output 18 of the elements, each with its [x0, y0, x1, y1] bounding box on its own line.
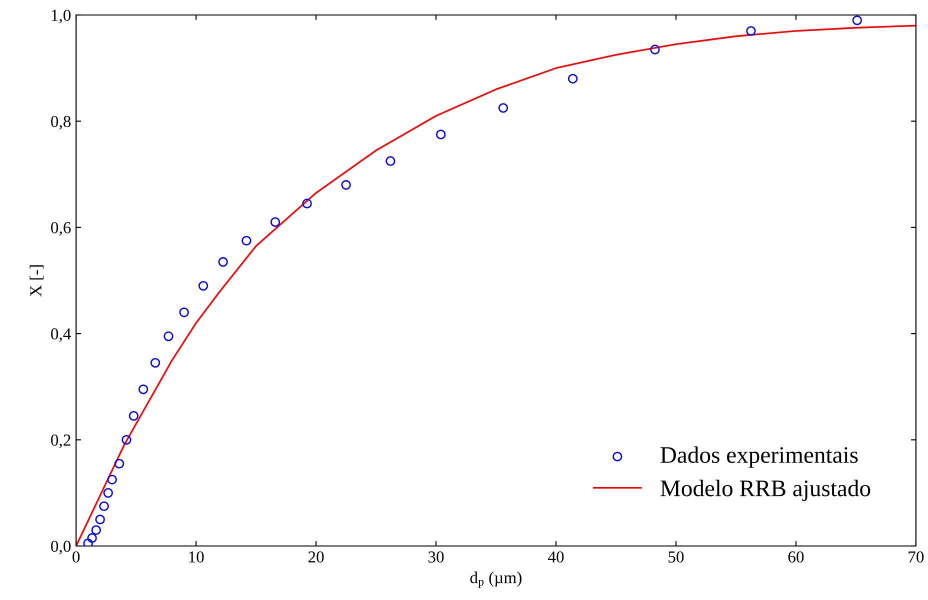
x-tick-label: 60: [788, 551, 804, 563]
y-tick-label: 1,0: [52, 10, 71, 24]
y-tick-label: 0,2: [51, 434, 70, 448]
y-tick-label: 0,6: [51, 222, 71, 236]
x-axis-title: d$_{p}$ (µm): [470, 572, 522, 588]
legend-label: Dados experimentais: [660, 446, 858, 468]
y-tick-label: 0,8: [51, 116, 71, 130]
x-tick-label: 0: [72, 551, 80, 563]
y-tick-label: 0,4: [51, 328, 71, 342]
x-tick-label: 40: [548, 551, 564, 563]
y-axis-title: X [-]: [30, 265, 44, 297]
y-tick-label: 0,0: [51, 540, 71, 554]
x-tick-label: 70: [908, 551, 924, 563]
x-tick-label: 20: [308, 551, 324, 563]
x-tick-label: 10: [189, 551, 204, 563]
legend-label: Modelo RRB ajustado: [660, 480, 870, 502]
x-tick-label: 50: [668, 551, 684, 563]
x-tick-label: 30: [428, 551, 444, 563]
